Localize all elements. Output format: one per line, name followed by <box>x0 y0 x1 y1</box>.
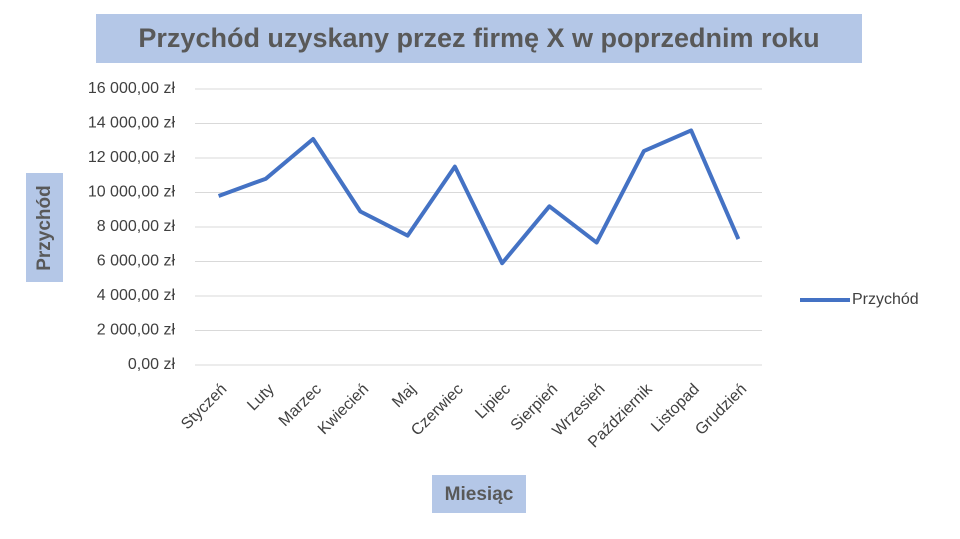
x-tick-label: Lipiec <box>472 381 514 423</box>
x-tick-label: Czerwiec <box>408 381 467 440</box>
y-tick-label: 12 000,00 zł <box>88 149 176 166</box>
y-tick-label: 10 000,00 zł <box>88 184 176 201</box>
legend-label: Przychód <box>852 291 919 308</box>
y-tick-label: 14 000,00 zł <box>88 115 176 132</box>
y-tick-label: 6 000,00 zł <box>97 253 176 270</box>
line <box>217 128 741 266</box>
title-box <box>96 14 862 63</box>
chart-title: Przychód uzyskany przez firmę X w poprze… <box>138 23 819 53</box>
y-tick-label: 16 000,00 zł <box>88 80 176 97</box>
y-tick-label: 0,00 zł <box>128 356 176 373</box>
y-label-box <box>26 173 63 282</box>
x-tick-label: Maj <box>389 381 419 411</box>
x-axis-label: Miesiąc <box>445 484 514 505</box>
x-tick-label: Styczeń <box>178 381 230 433</box>
x-label-box <box>432 475 526 513</box>
y-tick-label: 8 000,00 zł <box>97 218 176 235</box>
y-tick-label: 4 000,00 zł <box>97 287 176 304</box>
y-tick-label: 2 000,00 zł <box>97 322 176 339</box>
x-tick-label: Kwiecień <box>315 381 372 438</box>
x-tick-label: Luty <box>244 381 277 414</box>
x-tick-label: Grudzień <box>692 381 750 439</box>
y-axis-label: Przychód <box>34 185 55 271</box>
